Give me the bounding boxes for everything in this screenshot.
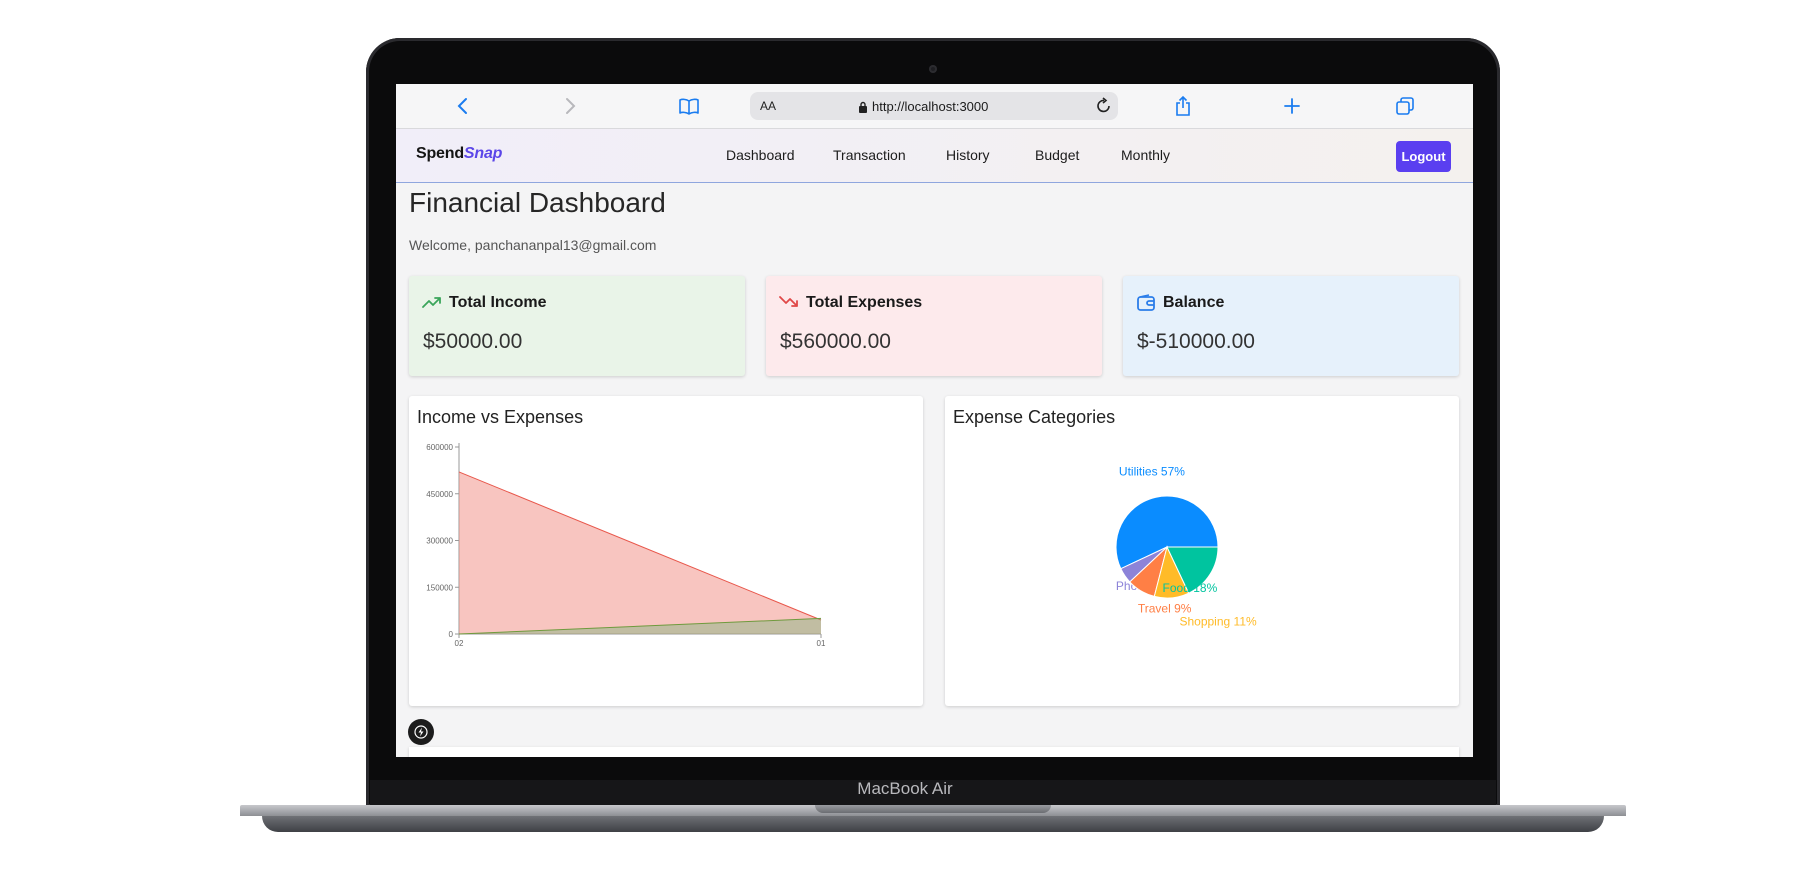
dev-tools-button[interactable] (408, 719, 434, 745)
expense-categories-chart: Utilities 57%Phone 5%Travel 9%Shopping 1… (1115, 465, 1257, 629)
text-size-button[interactable]: AA (760, 99, 777, 113)
share-icon[interactable] (1172, 95, 1194, 117)
pie-label: Food 18% (1163, 581, 1218, 595)
device-label: MacBook Air (857, 779, 953, 798)
logo-text-snap: Snap (463, 145, 503, 162)
pie-label: Travel 9% (1138, 601, 1192, 615)
line-series-1 (458, 617, 822, 635)
total-income-card: Total Income $50000.00 (409, 276, 745, 376)
laptop-notch (815, 805, 1051, 813)
laptop-chin (370, 780, 1496, 805)
income-expenses-chart: 0 150000 300000 450000 600000 02 01 (426, 443, 826, 648)
page-title: Financial Dashboard (409, 187, 666, 218)
trending-up-icon (422, 294, 442, 315)
expense-categories-panel: Utilities 57%Phone 5%Travel 9%Shopping 1… (945, 396, 1459, 706)
card-title: Balance (1163, 294, 1225, 311)
area-series-0 (459, 471, 821, 634)
chart-title: Expense Categories (953, 407, 1116, 427)
bookmarks-icon[interactable] (678, 95, 700, 117)
line-series-0 (458, 471, 822, 621)
pie-slice (1115, 495, 1219, 570)
reload-icon[interactable] (1096, 97, 1112, 120)
wallet-icon (1136, 294, 1156, 317)
y-tick-label: 450000 (426, 490, 453, 499)
card-value: $50000.00 (423, 330, 523, 353)
pie-slice (1166, 546, 1219, 594)
y-tick-label: 0 (449, 630, 454, 639)
browser-toolbar: AA http://localhost:3000 (396, 84, 1473, 129)
card-value: $560000.00 (780, 330, 891, 353)
card-value: $-510000.00 (1137, 330, 1255, 353)
pie-label: Shopping 11% (1179, 615, 1257, 629)
app-navbar: SpendSnap Dashboard Transaction History … (396, 129, 1473, 183)
balance-card: Balance $-510000.00 (1123, 276, 1459, 376)
y-tick-label: 300000 (426, 537, 453, 546)
income-vs-expenses-panel: 0 150000 300000 450000 600000 02 01 Income vs … (409, 396, 923, 706)
url-text: http://localhost:3000 (872, 99, 989, 114)
next-panel (409, 747, 1459, 757)
nav-transaction[interactable]: Transaction (833, 147, 906, 163)
nav-dashboard[interactable]: Dashboard (726, 147, 795, 163)
camera-icon (929, 65, 937, 73)
total-expenses-card: Total Expenses $560000.00 (766, 276, 1102, 376)
card-title: Total Expenses (806, 294, 923, 311)
chart-title: Income vs Expenses (417, 407, 584, 427)
laptop-base-bottom (262, 816, 1604, 832)
address-bar[interactable]: AA http://localhost:3000 (750, 92, 1118, 120)
back-icon[interactable] (451, 95, 473, 117)
logout-button[interactable]: Logout (1396, 141, 1451, 172)
y-tick-label: 600000 (426, 443, 453, 452)
x-tick-label: 02 (455, 639, 464, 648)
new-tab-icon[interactable] (1281, 95, 1303, 117)
pie-label: Utilities 57% (1119, 465, 1185, 479)
nav-monthly[interactable]: Monthly (1121, 147, 1171, 163)
forward-icon[interactable] (560, 95, 582, 117)
x-tick-label: 01 (817, 639, 826, 648)
card-title: Total Income (449, 294, 547, 311)
nav-history[interactable]: History (946, 147, 990, 163)
lock-icon (858, 100, 868, 118)
y-tick-label: 150000 (426, 583, 453, 592)
nav-budget[interactable]: Budget (1035, 147, 1080, 163)
app-logo[interactable]: SpendSnap (416, 145, 502, 163)
screen: AA http://localhost:3000 SpendSnap Dashb… (396, 84, 1473, 757)
tabs-overview-icon[interactable] (1394, 95, 1416, 117)
logo-text-spend: Spend (416, 145, 464, 162)
lightning-icon (414, 725, 428, 739)
welcome-text: Welcome, panchananpal13@gmail.com (409, 237, 657, 253)
trending-down-icon (779, 294, 799, 315)
